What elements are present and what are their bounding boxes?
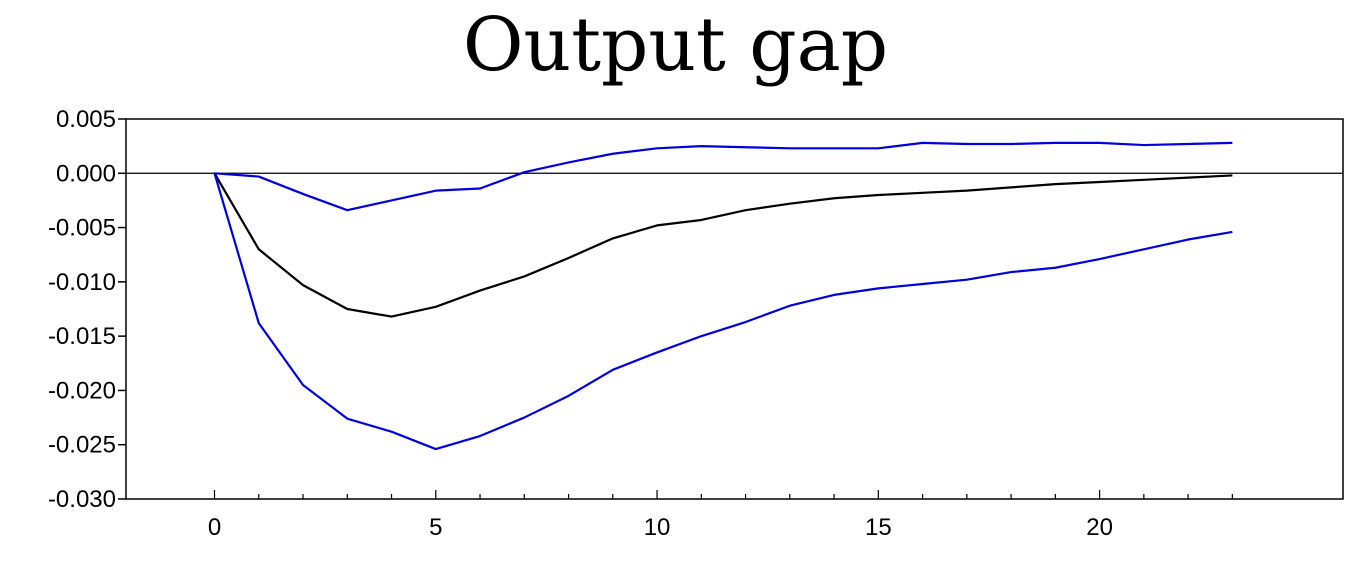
y-tick-label: -0.010 [48, 269, 116, 296]
x-tick-label: 10 [644, 514, 671, 541]
x-axis: 0 5 10 15 20 [208, 490, 1233, 541]
series-line-3 [213, 172, 1233, 451]
y-axis: 0.005 0.000 -0.005 -0.010 -0.015 -0.020 -0.025… [48, 106, 126, 513]
y-tick-label: -0.025 [48, 432, 116, 459]
y-tick-label: -0.005 [48, 215, 116, 242]
y-tick-label: 0.000 [56, 160, 116, 187]
x-tick-label: 5 [429, 514, 442, 541]
chart-title: Output gap [462, 2, 889, 88]
y-tick-label: -0.020 [48, 377, 116, 404]
x-tick-label: 15 [865, 514, 892, 541]
y-tick-label: -0.015 [48, 323, 116, 350]
series-layer [213, 141, 1233, 451]
x-tick-label: 20 [1086, 514, 1113, 541]
y-tick-label: 0.005 [56, 106, 116, 133]
plot-frame [125, 118, 1344, 500]
y-tick-label: -0.030 [48, 486, 116, 513]
x-tick-label: 0 [208, 514, 221, 541]
series-line-2 [213, 172, 1233, 318]
series-line-1 [214, 141, 1233, 212]
